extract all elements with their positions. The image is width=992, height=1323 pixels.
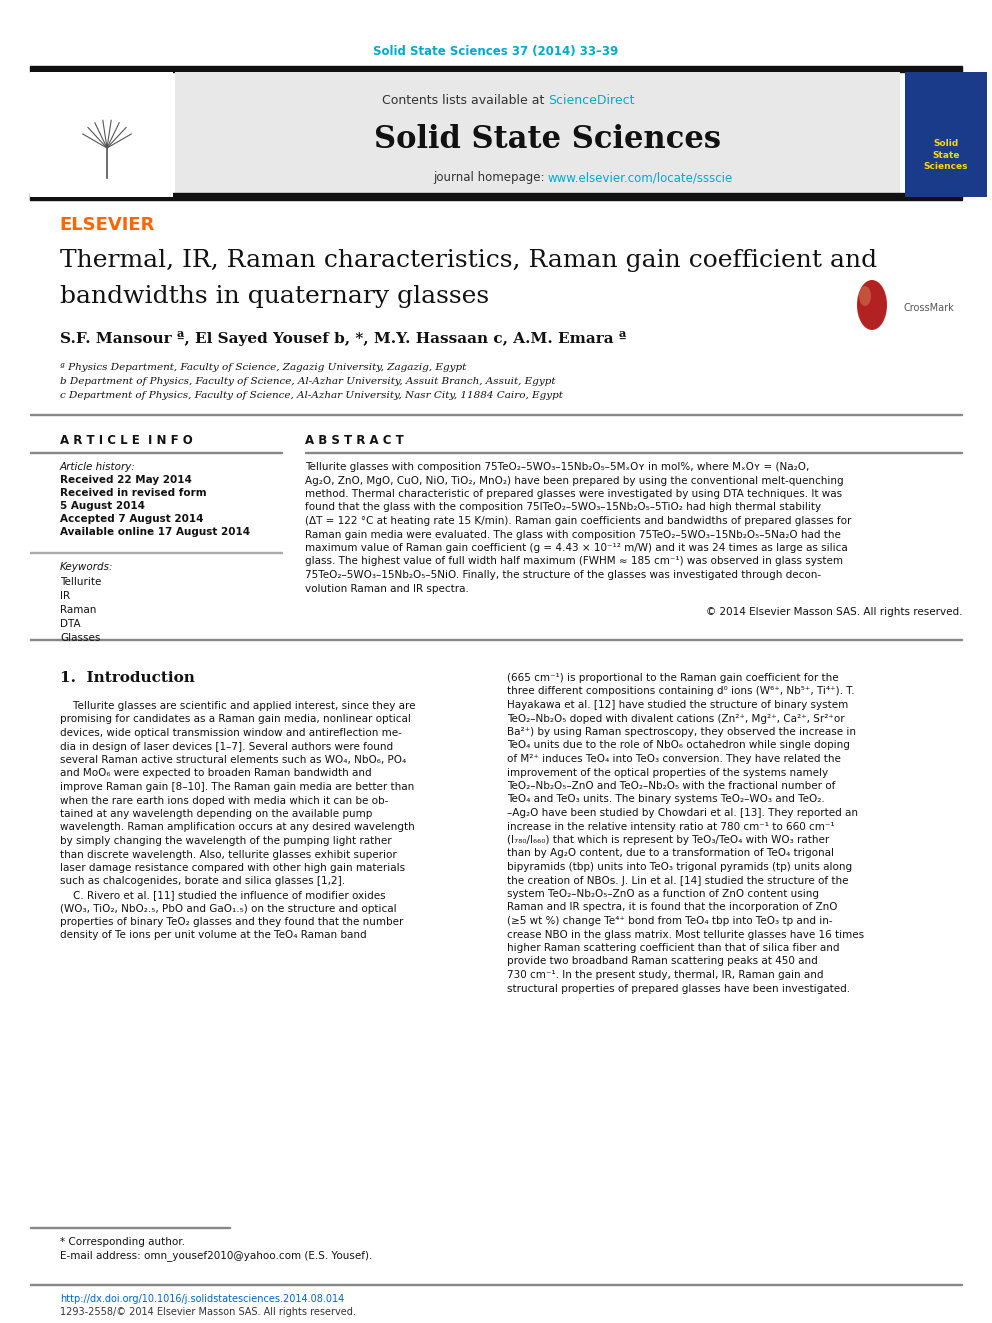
Text: Available online 17 August 2014: Available online 17 August 2014	[60, 527, 250, 537]
Text: improve Raman gain [8–10]. The Raman gain media are better than: improve Raman gain [8–10]. The Raman gai…	[60, 782, 415, 792]
Text: © 2014 Elsevier Masson SAS. All rights reserved.: © 2014 Elsevier Masson SAS. All rights r…	[705, 607, 962, 617]
Bar	[30, 193, 962, 200]
Text: Glasses: Glasses	[60, 632, 100, 643]
Text: density of Te ions per unit volume at the TeO₄ Raman band: density of Te ions per unit volume at th…	[60, 930, 367, 941]
Text: 730 cm⁻¹. In the present study, thermal, IR, Raman gain and: 730 cm⁻¹. In the present study, thermal,…	[507, 970, 823, 980]
Text: (≥5 wt %) change Te⁴⁺ bond from TeO₄ tbp into TeO₃ tp and in-: (≥5 wt %) change Te⁴⁺ bond from TeO₄ tbp…	[507, 916, 832, 926]
Bar	[30, 66, 962, 71]
Text: devices, wide optical transmission window and antireflection me-: devices, wide optical transmission windo…	[60, 728, 402, 738]
Text: Contents lists available at: Contents lists available at	[382, 94, 548, 106]
Text: Thermal, IR, Raman characteristics, Raman gain coefficient and: Thermal, IR, Raman characteristics, Rama…	[60, 249, 877, 271]
Text: properties of binary TeO₂ glasses and they found that the number: properties of binary TeO₂ glasses and th…	[60, 917, 404, 927]
Text: journal homepage:: journal homepage:	[433, 172, 548, 184]
Text: (665 cm⁻¹) is proportional to the Raman gain coefficient for the: (665 cm⁻¹) is proportional to the Raman …	[507, 673, 838, 683]
Text: http://dx.doi.org/10.1016/j.solidstatesciences.2014.08.014: http://dx.doi.org/10.1016/j.solidstatesc…	[60, 1294, 344, 1304]
Text: Received in revised form: Received in revised form	[60, 488, 206, 497]
Text: www.elsevier.com/locate/ssscie: www.elsevier.com/locate/ssscie	[548, 172, 733, 184]
Text: Raman: Raman	[60, 605, 96, 615]
Text: volution Raman and IR spectra.: volution Raman and IR spectra.	[305, 583, 469, 594]
Text: Tellurite glasses with composition 75TeO₂–5WO₃–15Nb₂O₅–5MₓOʏ in mol%, where MₓOʏ: Tellurite glasses with composition 75TeO…	[305, 462, 809, 472]
Text: three different compositions containing d⁰ ions (W⁶⁺, Nb⁵⁺, Ti⁴⁺). T.: three different compositions containing …	[507, 687, 855, 696]
Text: Article history:: Article history:	[60, 462, 136, 472]
Text: DTA: DTA	[60, 619, 80, 628]
Text: promising for candidates as a Raman gain media, nonlinear optical: promising for candidates as a Raman gain…	[60, 714, 411, 725]
Text: (ΔT = 122 °C at heating rate 15 K/min). Raman gain coefficients and bandwidths o: (ΔT = 122 °C at heating rate 15 K/min). …	[305, 516, 851, 527]
Text: Ag₂O, ZnO, MgO, CuO, NiO, TiO₂, MnO₂) have been prepared by using the convention: Ag₂O, ZnO, MgO, CuO, NiO, TiO₂, MnO₂) ha…	[305, 475, 843, 486]
Text: dia in design of laser devices [1–7]. Several authors were found: dia in design of laser devices [1–7]. Se…	[60, 741, 393, 751]
Text: the creation of NBOs. J. Lin et al. [14] studied the structure of the: the creation of NBOs. J. Lin et al. [14]…	[507, 876, 848, 885]
Text: A B S T R A C T: A B S T R A C T	[305, 434, 404, 446]
Text: Solid
State
Sciences: Solid State Sciences	[924, 139, 968, 171]
Text: than by Ag₂O content, due to a transformation of TeO₄ trigonal: than by Ag₂O content, due to a transform…	[507, 848, 834, 859]
Text: Accepted 7 August 2014: Accepted 7 August 2014	[60, 515, 203, 524]
Text: Ba²⁺) by using Raman spectroscopy, they observed the increase in: Ba²⁺) by using Raman spectroscopy, they …	[507, 728, 856, 737]
Text: b Department of Physics, Faculty of Science, Al-Azhar University, Assuit Branch,: b Department of Physics, Faculty of Scie…	[60, 377, 556, 386]
Text: TeO₄ units due to the role of NbO₆ octahedron while single doping: TeO₄ units due to the role of NbO₆ octah…	[507, 741, 850, 750]
Text: (I₇₈₀/I₆₆₀) that which is represent by TeO₃/TeO₄ with WO₃ rather: (I₇₈₀/I₆₆₀) that which is represent by T…	[507, 835, 829, 845]
Text: Tellurite glasses are scientific and applied interest, since they are: Tellurite glasses are scientific and app…	[60, 701, 416, 710]
Text: increase in the relative intensity ratio at 780 cm⁻¹ to 660 cm⁻¹: increase in the relative intensity ratio…	[507, 822, 834, 831]
Text: higher Raman scattering coefficient than that of silica fiber and: higher Raman scattering coefficient than…	[507, 943, 839, 953]
Text: tained at any wavelength depending on the available pump: tained at any wavelength depending on th…	[60, 808, 372, 819]
Text: C. Rivero et al. [11] studied the influence of modifier oxides: C. Rivero et al. [11] studied the influe…	[60, 890, 386, 900]
Text: than discrete wavelength. Also, tellurite glasses exhibit superior: than discrete wavelength. Also, tellurit…	[60, 849, 397, 860]
Text: ELSEVIER: ELSEVIER	[60, 216, 155, 234]
Text: wavelength. Raman amplification occurs at any desired wavelength: wavelength. Raman amplification occurs a…	[60, 823, 415, 832]
Bar	[905, 71, 987, 197]
Text: Keywords:: Keywords:	[60, 562, 113, 572]
Text: bandwidths in quaternary glasses: bandwidths in quaternary glasses	[60, 284, 489, 307]
Text: 75TeO₂–5WO₃–15Nb₂O₅–5NiO. Finally, the structure of the glasses was investigated: 75TeO₂–5WO₃–15Nb₂O₅–5NiO. Finally, the s…	[305, 570, 821, 579]
Text: (WO₃, TiO₂, NbO₂.₅, PbO and GaO₁.₅) on the structure and optical: (WO₃, TiO₂, NbO₂.₅, PbO and GaO₁.₅) on t…	[60, 904, 397, 913]
Bar	[175, 71, 900, 200]
Text: system TeO₂–Nb₂O₅–ZnO as a function of ZnO content using: system TeO₂–Nb₂O₅–ZnO as a function of Z…	[507, 889, 819, 900]
Text: glass. The highest value of full width half maximum (FWHM ≈ 185 cm⁻¹) was observ: glass. The highest value of full width h…	[305, 557, 843, 566]
Text: found that the glass with the composition 75ITeO₂–5WO₃–15Nb₂O₅–5TiO₂ had high th: found that the glass with the compositio…	[305, 503, 821, 512]
Text: IR: IR	[60, 591, 70, 601]
Text: 1293-2558/© 2014 Elsevier Masson SAS. All rights reserved.: 1293-2558/© 2014 Elsevier Masson SAS. Al…	[60, 1307, 356, 1316]
Text: CrossMark: CrossMark	[904, 303, 954, 314]
Text: Raman and IR spectra, it is found that the incorporation of ZnO: Raman and IR spectra, it is found that t…	[507, 902, 837, 913]
Text: provide two broadband Raman scattering peaks at 450 and: provide two broadband Raman scattering p…	[507, 957, 817, 967]
Text: E-mail address: omn_yousef2010@yahoo.com (E.S. Yousef).: E-mail address: omn_yousef2010@yahoo.com…	[60, 1250, 372, 1261]
Text: Tellurite: Tellurite	[60, 577, 101, 587]
Text: when the rare earth ions doped with media which it can be ob-: when the rare earth ions doped with medi…	[60, 795, 389, 806]
Text: –Ag₂O have been studied by Chowdari et al. [13]. They reported an: –Ag₂O have been studied by Chowdari et a…	[507, 808, 858, 818]
Text: ª Physics Department, Faculty of Science, Zagazig University, Zagazig, Egypt: ª Physics Department, Faculty of Science…	[60, 364, 466, 373]
Text: such as chalcogenides, borate and silica glasses [1,2].: such as chalcogenides, borate and silica…	[60, 877, 345, 886]
Ellipse shape	[857, 280, 887, 329]
Text: TeO₂–Nb₂O₅ doped with divalent cations (Zn²⁺, Mg²⁺, Ca²⁺, Sr²⁺or: TeO₂–Nb₂O₅ doped with divalent cations (…	[507, 713, 844, 724]
Text: Hayakawa et al. [12] have studied the structure of binary system: Hayakawa et al. [12] have studied the st…	[507, 700, 848, 710]
Text: by simply changing the wavelength of the pumping light rather: by simply changing the wavelength of the…	[60, 836, 392, 845]
Text: maximum value of Raman gain coefficient (g = 4.43 × 10⁻¹² m/W) and it was 24 tim: maximum value of Raman gain coefficient …	[305, 542, 848, 553]
Text: Solid State Sciences 37 (2014) 33–39: Solid State Sciences 37 (2014) 33–39	[373, 45, 619, 58]
Text: c Department of Physics, Faculty of Science, Al-Azhar University, Nasr City, 118: c Department of Physics, Faculty of Scie…	[60, 392, 562, 401]
Text: TeO₄ and TeO₃ units. The binary systems TeO₂–WO₃ and TeO₂.: TeO₄ and TeO₃ units. The binary systems …	[507, 795, 824, 804]
Text: TeO₂–Nb₂O₅–ZnO and TeO₂–Nb₂O₅ with the fractional number of: TeO₂–Nb₂O₅–ZnO and TeO₂–Nb₂O₅ with the f…	[507, 781, 835, 791]
Text: A R T I C L E  I N F O: A R T I C L E I N F O	[60, 434, 192, 446]
Text: of M²⁺ induces TeO₄ into TeO₃ conversion. They have related the: of M²⁺ induces TeO₄ into TeO₃ conversion…	[507, 754, 841, 763]
Text: 1.  Introduction: 1. Introduction	[60, 671, 194, 685]
Text: several Raman active structural elements such as WO₄, NbO₆, PO₄: several Raman active structural elements…	[60, 755, 407, 765]
Text: method. Thermal characteristic of prepared glasses were investigated by using DT: method. Thermal characteristic of prepar…	[305, 490, 842, 499]
Text: improvement of the optical properties of the systems namely: improvement of the optical properties of…	[507, 767, 828, 778]
Ellipse shape	[859, 286, 871, 306]
Text: and MoO₆ were expected to broaden Raman bandwidth and: and MoO₆ were expected to broaden Raman …	[60, 769, 372, 778]
Text: crease NBO in the glass matrix. Most tellurite glasses have 16 times: crease NBO in the glass matrix. Most tel…	[507, 930, 864, 939]
Text: bipyramids (tbp) units into TeO₃ trigonal pyramids (tp) units along: bipyramids (tbp) units into TeO₃ trigona…	[507, 863, 852, 872]
Text: laser damage resistance compared with other high gain materials: laser damage resistance compared with ot…	[60, 863, 405, 873]
Text: structural properties of prepared glasses have been investigated.: structural properties of prepared glasse…	[507, 983, 850, 994]
Text: ScienceDirect: ScienceDirect	[548, 94, 635, 106]
Text: Received 22 May 2014: Received 22 May 2014	[60, 475, 191, 486]
Bar	[30, 71, 173, 197]
Text: Solid State Sciences: Solid State Sciences	[375, 124, 721, 156]
Text: S.F. Mansour ª, El Sayed Yousef b, *, M.Y. Hassaan c, A.M. Emara ª: S.F. Mansour ª, El Sayed Yousef b, *, M.…	[60, 331, 626, 345]
Text: 5 August 2014: 5 August 2014	[60, 501, 145, 511]
Text: Raman gain media were evaluated. The glass with composition 75TeO₂–5WO₃–15Nb₂O₅–: Raman gain media were evaluated. The gla…	[305, 529, 841, 540]
Text: * Corresponding author.: * Corresponding author.	[60, 1237, 185, 1248]
